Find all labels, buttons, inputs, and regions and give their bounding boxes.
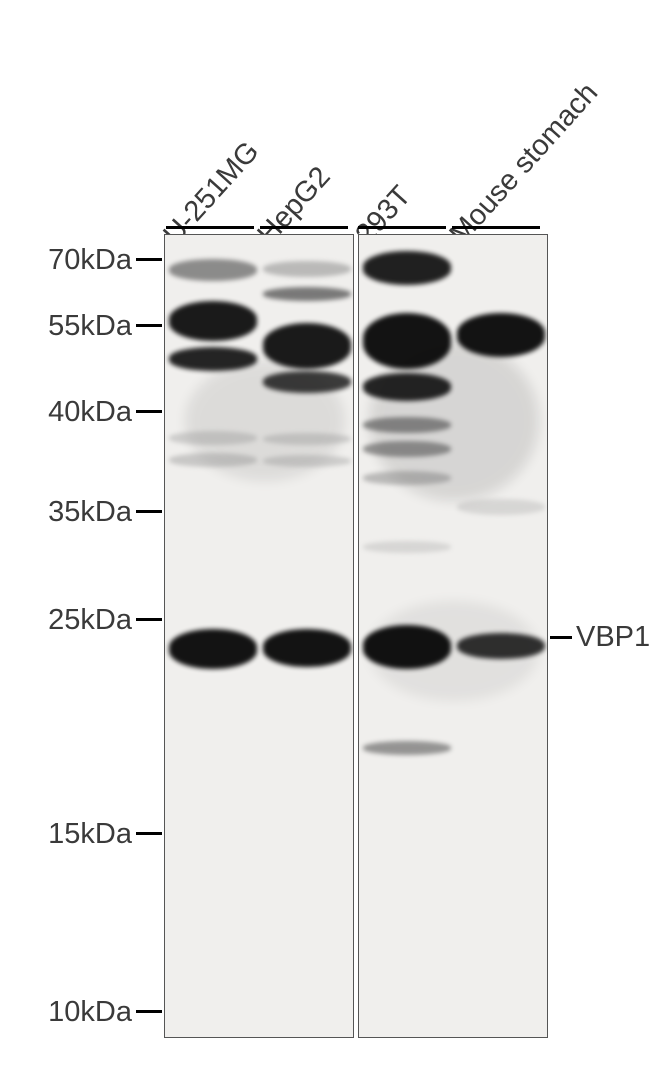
mw-tick — [136, 618, 162, 621]
mw-tick — [136, 510, 162, 513]
band — [363, 373, 451, 401]
mw-label-35: 35kDa — [48, 496, 132, 529]
band — [169, 629, 257, 669]
mw-tick — [136, 324, 162, 327]
band — [363, 625, 451, 669]
blot-panel-left — [164, 234, 354, 1038]
band — [169, 453, 257, 467]
band — [363, 471, 451, 485]
band — [363, 741, 451, 755]
band — [363, 417, 451, 433]
band — [457, 313, 545, 357]
band — [169, 347, 257, 371]
target-tick — [550, 636, 572, 639]
mw-label-15: 15kDa — [48, 818, 132, 851]
band — [457, 633, 545, 659]
band — [363, 251, 451, 285]
lane-underline — [166, 226, 254, 229]
band — [363, 313, 451, 369]
lane-underline — [452, 226, 540, 229]
band — [263, 287, 351, 301]
band — [263, 629, 351, 667]
lane-mouse — [457, 235, 545, 1037]
lane-u251mg — [169, 235, 257, 1037]
band — [263, 261, 351, 277]
band — [263, 455, 351, 467]
band — [263, 323, 351, 369]
blot-panel-right — [358, 234, 548, 1038]
band — [169, 259, 257, 281]
mw-label-55: 55kDa — [48, 310, 132, 343]
lane-underline — [260, 226, 348, 229]
band — [169, 301, 257, 341]
lane-hepg2 — [263, 235, 351, 1037]
band — [363, 541, 451, 553]
mw-tick — [136, 410, 162, 413]
mw-tick — [136, 258, 162, 261]
mw-label-25: 25kDa — [48, 604, 132, 637]
mw-tick — [136, 1010, 162, 1013]
band — [363, 441, 451, 457]
band — [263, 371, 351, 393]
lane-underline — [358, 226, 446, 229]
figure-root: U-251MG HepG2 293T Mouse stomach 70kDa 5… — [0, 0, 650, 1068]
mw-label-40: 40kDa — [48, 396, 132, 429]
lane-293t — [363, 235, 451, 1037]
band — [457, 499, 545, 515]
lane-label-mouse: Mouse stomach — [443, 77, 604, 251]
target-label: VBP1 — [576, 621, 650, 654]
band — [263, 433, 351, 445]
band — [169, 431, 257, 445]
mw-label-10: 10kDa — [48, 996, 132, 1029]
mw-label-70: 70kDa — [48, 244, 132, 277]
mw-tick — [136, 832, 162, 835]
